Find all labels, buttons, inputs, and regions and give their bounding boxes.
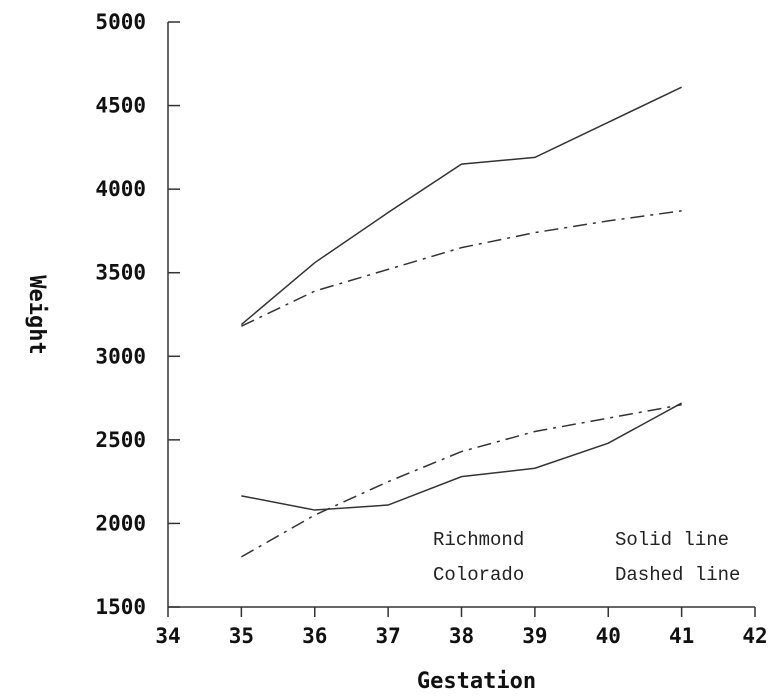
y-tick-label: 4000: [95, 177, 146, 201]
series-line-1-dashed: [241, 210, 682, 327]
legend-style-dashed: Dashed line: [615, 564, 740, 586]
x-tick-label: 42: [742, 624, 767, 648]
legend-style-solid: Solid line: [615, 529, 729, 551]
x-ticks: 34 35 36 37 38 39 40 41 42: [155, 607, 768, 648]
x-tick-label: 38: [449, 624, 474, 648]
x-tick-label: 34: [155, 624, 180, 648]
y-tick-label: 2000: [95, 511, 146, 535]
series-line-3-dashed: [241, 404, 682, 558]
series-line-0-solid: [240, 86, 682, 326]
y-tick-label: 1500: [95, 595, 146, 619]
y-tick-label: 4500: [95, 94, 146, 118]
axes: [167, 22, 755, 608]
x-tick-label: 40: [596, 624, 621, 648]
x-tick-label: 39: [522, 624, 547, 648]
y-tick-label: 3500: [95, 261, 146, 285]
y-tick-label: 2500: [95, 428, 146, 452]
x-tick-label: 41: [669, 624, 694, 648]
y-tick-label: 3000: [95, 344, 146, 368]
series-group: [240, 86, 682, 558]
legend-name-colorado: Colorado: [433, 564, 524, 586]
x-tick-label: 36: [302, 624, 327, 648]
y-axis-title: Weight: [24, 275, 49, 354]
y-tick-label: 5000: [95, 10, 146, 34]
series-line-2-solid: [241, 402, 682, 511]
x-axis-title: Gestation: [417, 669, 536, 694]
x-tick-label: 35: [229, 624, 254, 648]
x-tick-label: 37: [375, 624, 400, 648]
legend: Richmond Solid line Colorado Dashed line: [433, 529, 740, 586]
legend-name-richmond: Richmond: [433, 529, 524, 551]
y-ticks: 1500 2000 2500 3000 3500 4000 4500 5000: [95, 10, 180, 619]
